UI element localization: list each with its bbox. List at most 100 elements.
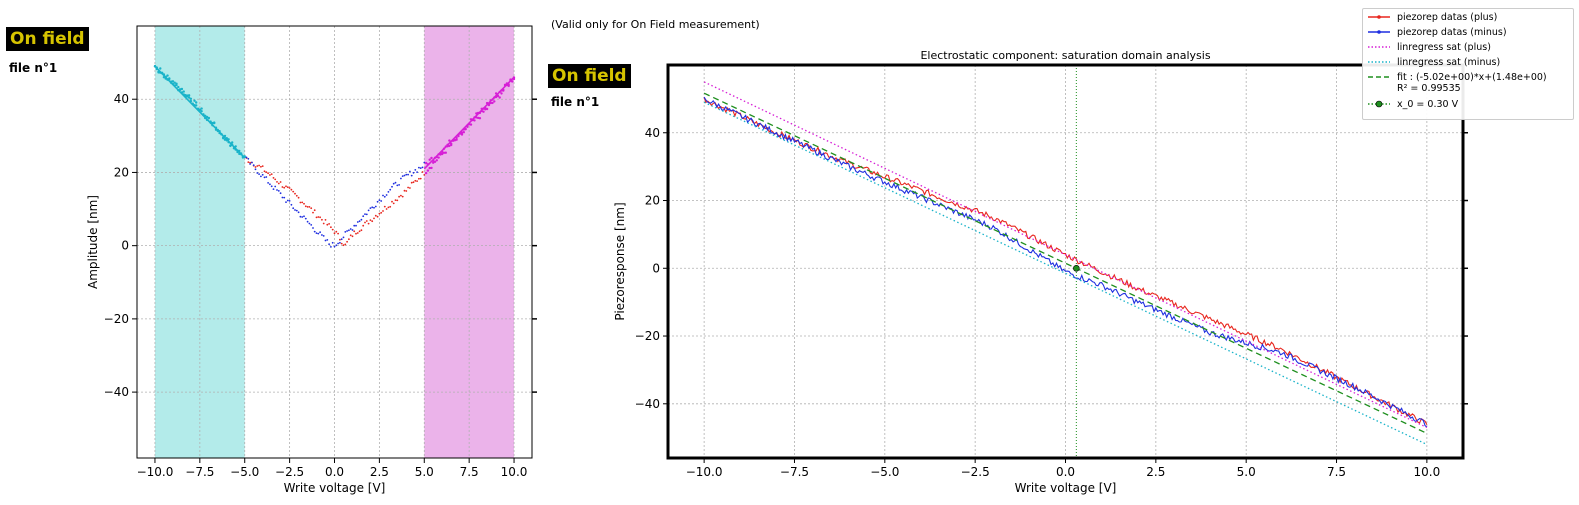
amplitude-series-2-point: [337, 242, 339, 245]
amplitude-series-1-point: [380, 211, 383, 214]
amplitude-series-2-point: [391, 185, 393, 188]
amplitude-xtick-label: 5.0: [415, 465, 434, 479]
amplitude-series-2-point: [339, 241, 341, 244]
amplitude-series-1-point: [403, 189, 406, 192]
amplitude-series-2-point: [272, 188, 275, 191]
piezoresponse-xtick-label: −10.0: [686, 465, 723, 479]
amplitude-series-2-point: [331, 241, 334, 244]
amplitude-series-1-point: [261, 165, 264, 168]
amplitude-series-2-point: [416, 171, 418, 174]
amplitude-series-2-point: [306, 220, 309, 223]
amplitude-series-2-point: [270, 185, 273, 188]
amplitude-series-1-point: [405, 190, 408, 192]
amplitude-series-1-point: [317, 216, 320, 218]
amplitude-series-2-point: [292, 207, 295, 210]
amplitude-ytick-label: 20: [114, 165, 129, 179]
amplitude-series-2-point: [286, 199, 289, 202]
amplitude-series-2-point: [355, 224, 357, 227]
amplitude-series-1-point: [364, 221, 366, 224]
amplitude-xtick-label: −5.0: [230, 465, 259, 479]
amplitude-series-2-point: [389, 188, 392, 191]
amplitude-series-1-point: [430, 166, 433, 170]
amplitude-series-1-point: [401, 195, 404, 198]
amplitude-series-1-point: [328, 223, 330, 225]
piezoresponse-ytick-label: −20: [635, 329, 660, 343]
amplitude-series-1-point: [254, 166, 257, 168]
amplitude-series-2-point: [423, 161, 426, 164]
amplitude-series-1-point: [435, 159, 438, 162]
amplitude-series-1-point: [493, 100, 496, 103]
amplitude-series-1-point: [187, 96, 191, 99]
amplitude-series-1-point: [263, 170, 266, 173]
amplitude-series-2-point: [249, 163, 252, 165]
piezoresponse-ytick-label: 40: [645, 126, 660, 140]
amplitude-series-1-point: [290, 188, 293, 191]
amplitude-series-1-point: [319, 216, 321, 219]
amplitude-series-1-point: [365, 220, 368, 222]
amplitude-series-1-point: [285, 185, 287, 188]
amplitude-series-1-point: [442, 151, 446, 154]
amplitude-series-2-point: [418, 166, 420, 169]
amplitude-series-2-point: [364, 213, 366, 216]
amplitude-series-2-point: [247, 157, 250, 160]
legend-swatch-6: [1368, 100, 1390, 108]
amplitude-series-1-point: [423, 174, 426, 176]
amplitude-series-1-point: [269, 174, 271, 176]
amplitude-series-2-point: [290, 203, 293, 206]
amplitude-series-2-point: [414, 169, 417, 171]
amplitude-series-1-point: [385, 208, 388, 210]
amplitude-series-2-point: [349, 228, 352, 230]
piezoresponse-xtick-label: 0.0: [1056, 465, 1075, 479]
amplitude-xtick-label: 2.5: [370, 465, 389, 479]
amplitude-band-fit-plus: [423, 76, 515, 170]
amplitude-series-1-point: [297, 196, 300, 199]
legend-swatch-3: [1368, 46, 1390, 48]
amplitude-series-1-point: [469, 123, 473, 126]
amplitude-series-2-point: [175, 82, 178, 85]
amplitude-series-1-point: [306, 206, 309, 208]
amplitude-series-1-point: [249, 161, 252, 164]
amplitude-series-1-point: [409, 187, 411, 189]
amplitude-series-1-point: [410, 181, 413, 184]
amplitude-series-1-point: [326, 223, 329, 226]
amplitude-series-2-point: [180, 87, 184, 91]
amplitude-series-2-point: [410, 174, 413, 177]
amplitude-series-2-point: [159, 67, 162, 70]
amplitude-series-2-point: [207, 116, 210, 120]
amplitude-series-1-point: [276, 181, 278, 183]
amplitude-series-1-point: [342, 244, 345, 247]
amplitude-series-1-point: [433, 160, 437, 163]
amplitude-series-1-point: [348, 238, 350, 241]
amplitude-series-1-point: [391, 200, 393, 203]
amplitude-xtick-label: 7.5: [460, 465, 479, 479]
amplitude-series-1-point: [416, 180, 418, 183]
amplitude-series-1-point: [351, 235, 354, 238]
legend-label-4: linregress sat (minus): [1397, 57, 1501, 68]
amplitude-series-1-point: [358, 230, 361, 233]
amplitude-series-1-point: [418, 177, 420, 180]
amplitude-series-2-point: [267, 182, 269, 184]
amplitude-series-1-point: [166, 74, 169, 77]
amplitude-series-2-point: [394, 181, 397, 184]
legend-label-3: linregress sat (plus): [1397, 42, 1491, 53]
amplitude-series-2-point: [315, 232, 318, 235]
amplitude-ytick-label: 40: [114, 92, 129, 106]
amplitude-series-1-point: [272, 177, 275, 179]
amplitude-series-1-point: [330, 226, 332, 229]
amplitude-series-1-point: [460, 133, 464, 136]
amplitude-series-2-point: [353, 224, 356, 227]
amplitude-series-1-point: [256, 165, 259, 167]
amplitude-series-2-point: [189, 97, 193, 101]
amplitude-series-1-point: [303, 202, 305, 205]
amplitude-series-1-point: [260, 165, 262, 168]
amplitude-series-1-point: [312, 211, 314, 214]
amplitude-series-1-point: [270, 173, 273, 176]
amplitude-series-1-point: [498, 96, 501, 99]
amplitude-series-1-point: [432, 161, 435, 164]
amplitude-series-1-point: [304, 205, 307, 208]
amplitude-series-2-point: [319, 231, 321, 234]
amplitude-series-1-point: [482, 110, 485, 113]
amplitude-series-1-point: [362, 224, 365, 227]
amplitude-series-1-point: [315, 216, 318, 219]
piezoresponse-series-1: [703, 97, 1428, 426]
